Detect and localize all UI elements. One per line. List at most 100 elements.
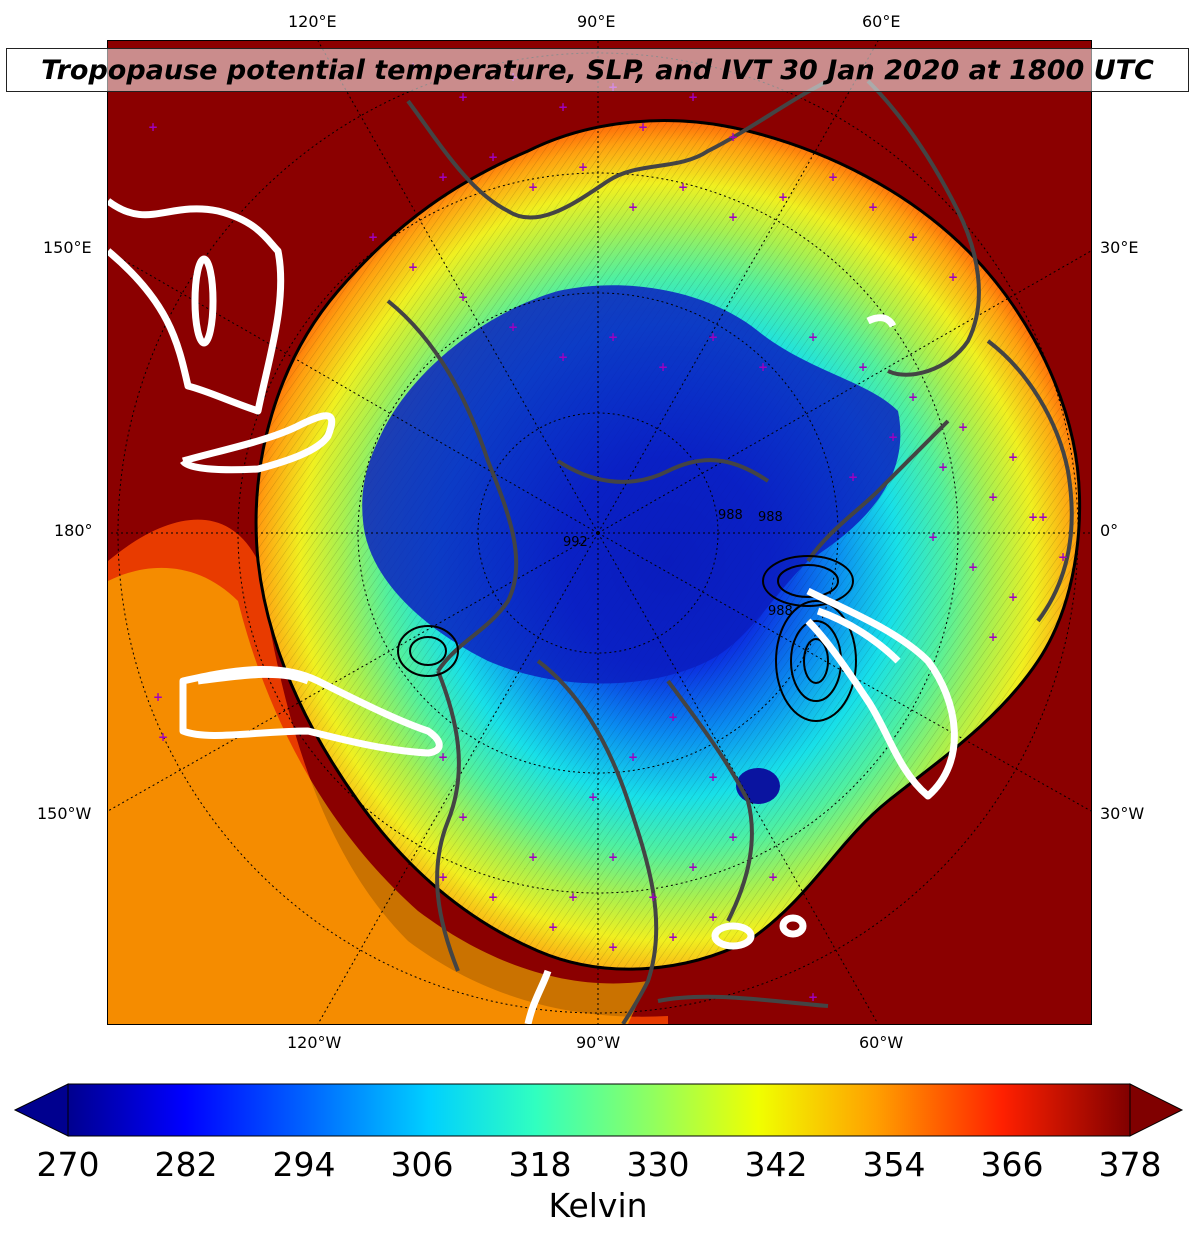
svg-text:+: +: [668, 930, 678, 944]
svg-text:+: +: [908, 230, 918, 244]
svg-text:+: +: [608, 850, 618, 864]
colorbar-label: Kelvin: [548, 1186, 648, 1225]
station-markers: ++ ++ + +++ + +++ + +++ + +++ + +++ + +++ + +++ …: [148, 60, 1068, 1004]
lon-label-top-2: 90°E: [577, 12, 616, 31]
yellow-band: [108, 567, 648, 1024]
svg-text:+: +: [578, 160, 588, 174]
lat-label-right-1: 30°E: [1100, 238, 1139, 257]
colorbar-tick-label: 342: [744, 1145, 808, 1184]
slp-label-4: 988: [768, 604, 793, 619]
svg-text:+: +: [1058, 550, 1068, 564]
svg-text:+: +: [678, 180, 688, 194]
svg-text:+: +: [568, 890, 578, 904]
svg-text:+: +: [778, 190, 788, 204]
svg-text:+: +: [688, 860, 698, 874]
svg-text:+: +: [668, 710, 678, 724]
colorbar-tick-label: 366: [980, 1145, 1044, 1184]
lat-label-left-3: 150°W: [37, 804, 92, 823]
svg-text:+: +: [828, 170, 838, 184]
svg-text:+: +: [558, 350, 568, 364]
colorbar-tick-label: 318: [508, 1145, 572, 1184]
coastlines: [386, 79, 1074, 1024]
svg-text:+: +: [548, 920, 558, 934]
lat-label-left-1: 150°E: [43, 238, 92, 257]
colorbar-tick-label: 306: [390, 1145, 454, 1184]
svg-text:+: +: [728, 830, 738, 844]
svg-text:+: +: [888, 430, 898, 444]
svg-text:+: +: [858, 360, 868, 374]
colorbar-tick-label: 282: [154, 1145, 218, 1184]
map-panel: 992 988 988 988 + + + + + + + + + + + + + + + + + + + +…: [107, 40, 1092, 1025]
colorbar-tick-label: 270: [36, 1145, 100, 1184]
svg-text:+: +: [608, 940, 618, 954]
svg-text:+: +: [1038, 510, 1048, 524]
slp-label-2: 988: [718, 508, 743, 523]
svg-text:+: +: [948, 270, 958, 284]
map-title: Tropopause potential temperature, SLP, a…: [6, 48, 1189, 92]
svg-text:+: +: [908, 390, 918, 404]
svg-text:+: +: [458, 290, 468, 304]
svg-text:+: +: [528, 850, 538, 864]
svg-text:+: +: [708, 330, 718, 344]
svg-text:+: +: [158, 730, 168, 744]
svg-text:+: +: [988, 630, 998, 644]
slp-label-1: 992: [563, 535, 588, 550]
svg-text:+: +: [808, 330, 818, 344]
svg-text:+: +: [438, 870, 448, 884]
svg-text:+: +: [1008, 590, 1018, 604]
svg-text:+: +: [648, 890, 658, 904]
colorbar-min-extend: [13, 1083, 69, 1137]
colorbar-gradient: [67, 1083, 1131, 1137]
lon-label-top-1: 120°E: [288, 12, 337, 31]
svg-text:+: +: [488, 150, 498, 164]
ivt-contours: [108, 198, 958, 1024]
svg-text:+: +: [438, 170, 448, 184]
colorbar-tick-label: 294: [272, 1145, 336, 1184]
svg-text:+: +: [928, 530, 938, 544]
colorbar-tick-label: 354: [862, 1145, 926, 1184]
svg-text:+: +: [768, 870, 778, 884]
svg-text:+: +: [988, 490, 998, 504]
lon-label-bottom-1: 120°W: [287, 1033, 342, 1052]
lat-label-right-2: 0°: [1100, 521, 1119, 540]
lat-label-right-3: 30°W: [1100, 804, 1145, 823]
slp-contours: [397, 555, 857, 722]
cold-core: [362, 285, 901, 684]
svg-text:+: +: [1028, 510, 1038, 524]
svg-text:+: +: [688, 90, 698, 104]
svg-text:+: +: [588, 790, 598, 804]
svg-text:+: +: [608, 330, 618, 344]
svg-text:+: +: [508, 320, 518, 334]
svg-text:+: +: [488, 890, 498, 904]
lon-label-top-3: 60°E: [862, 12, 901, 31]
colorbar-max-extend: [1129, 1083, 1184, 1137]
svg-text:+: +: [458, 810, 468, 824]
tropopause-theta-map: 992 988 988 988 + + + + + + + + + + + + + + + + + + + +…: [108, 41, 1091, 1024]
svg-text:+: +: [628, 200, 638, 214]
svg-text:+: +: [958, 420, 968, 434]
svg-text:+: +: [408, 260, 418, 274]
colorbar-tick-label: 330: [626, 1145, 690, 1184]
colorbar: [13, 1083, 1184, 1137]
svg-text:+: +: [148, 120, 158, 134]
svg-text:+: +: [528, 180, 538, 194]
svg-text:+: +: [558, 100, 568, 114]
lon-label-bottom-3: 60°W: [859, 1033, 904, 1052]
svg-text:+: +: [868, 200, 878, 214]
svg-text:+: +: [458, 90, 468, 104]
slp-label-3: 988: [758, 510, 783, 525]
svg-text:+: +: [708, 770, 718, 784]
svg-text:+: +: [438, 750, 448, 764]
svg-text:+: +: [808, 990, 818, 1004]
svg-text:+: +: [728, 130, 738, 144]
svg-text:+: +: [658, 360, 668, 374]
svg-text:+: +: [758, 360, 768, 374]
svg-text:+: +: [628, 750, 638, 764]
lon-label-bottom-2: 90°W: [576, 1033, 621, 1052]
graticule: [108, 41, 1091, 1024]
svg-text:+: +: [1008, 450, 1018, 464]
colorbar-tick-label: 378: [1098, 1145, 1162, 1184]
svg-text:+: +: [728, 210, 738, 224]
svg-text:+: +: [368, 230, 378, 244]
svg-text:+: +: [938, 460, 948, 474]
